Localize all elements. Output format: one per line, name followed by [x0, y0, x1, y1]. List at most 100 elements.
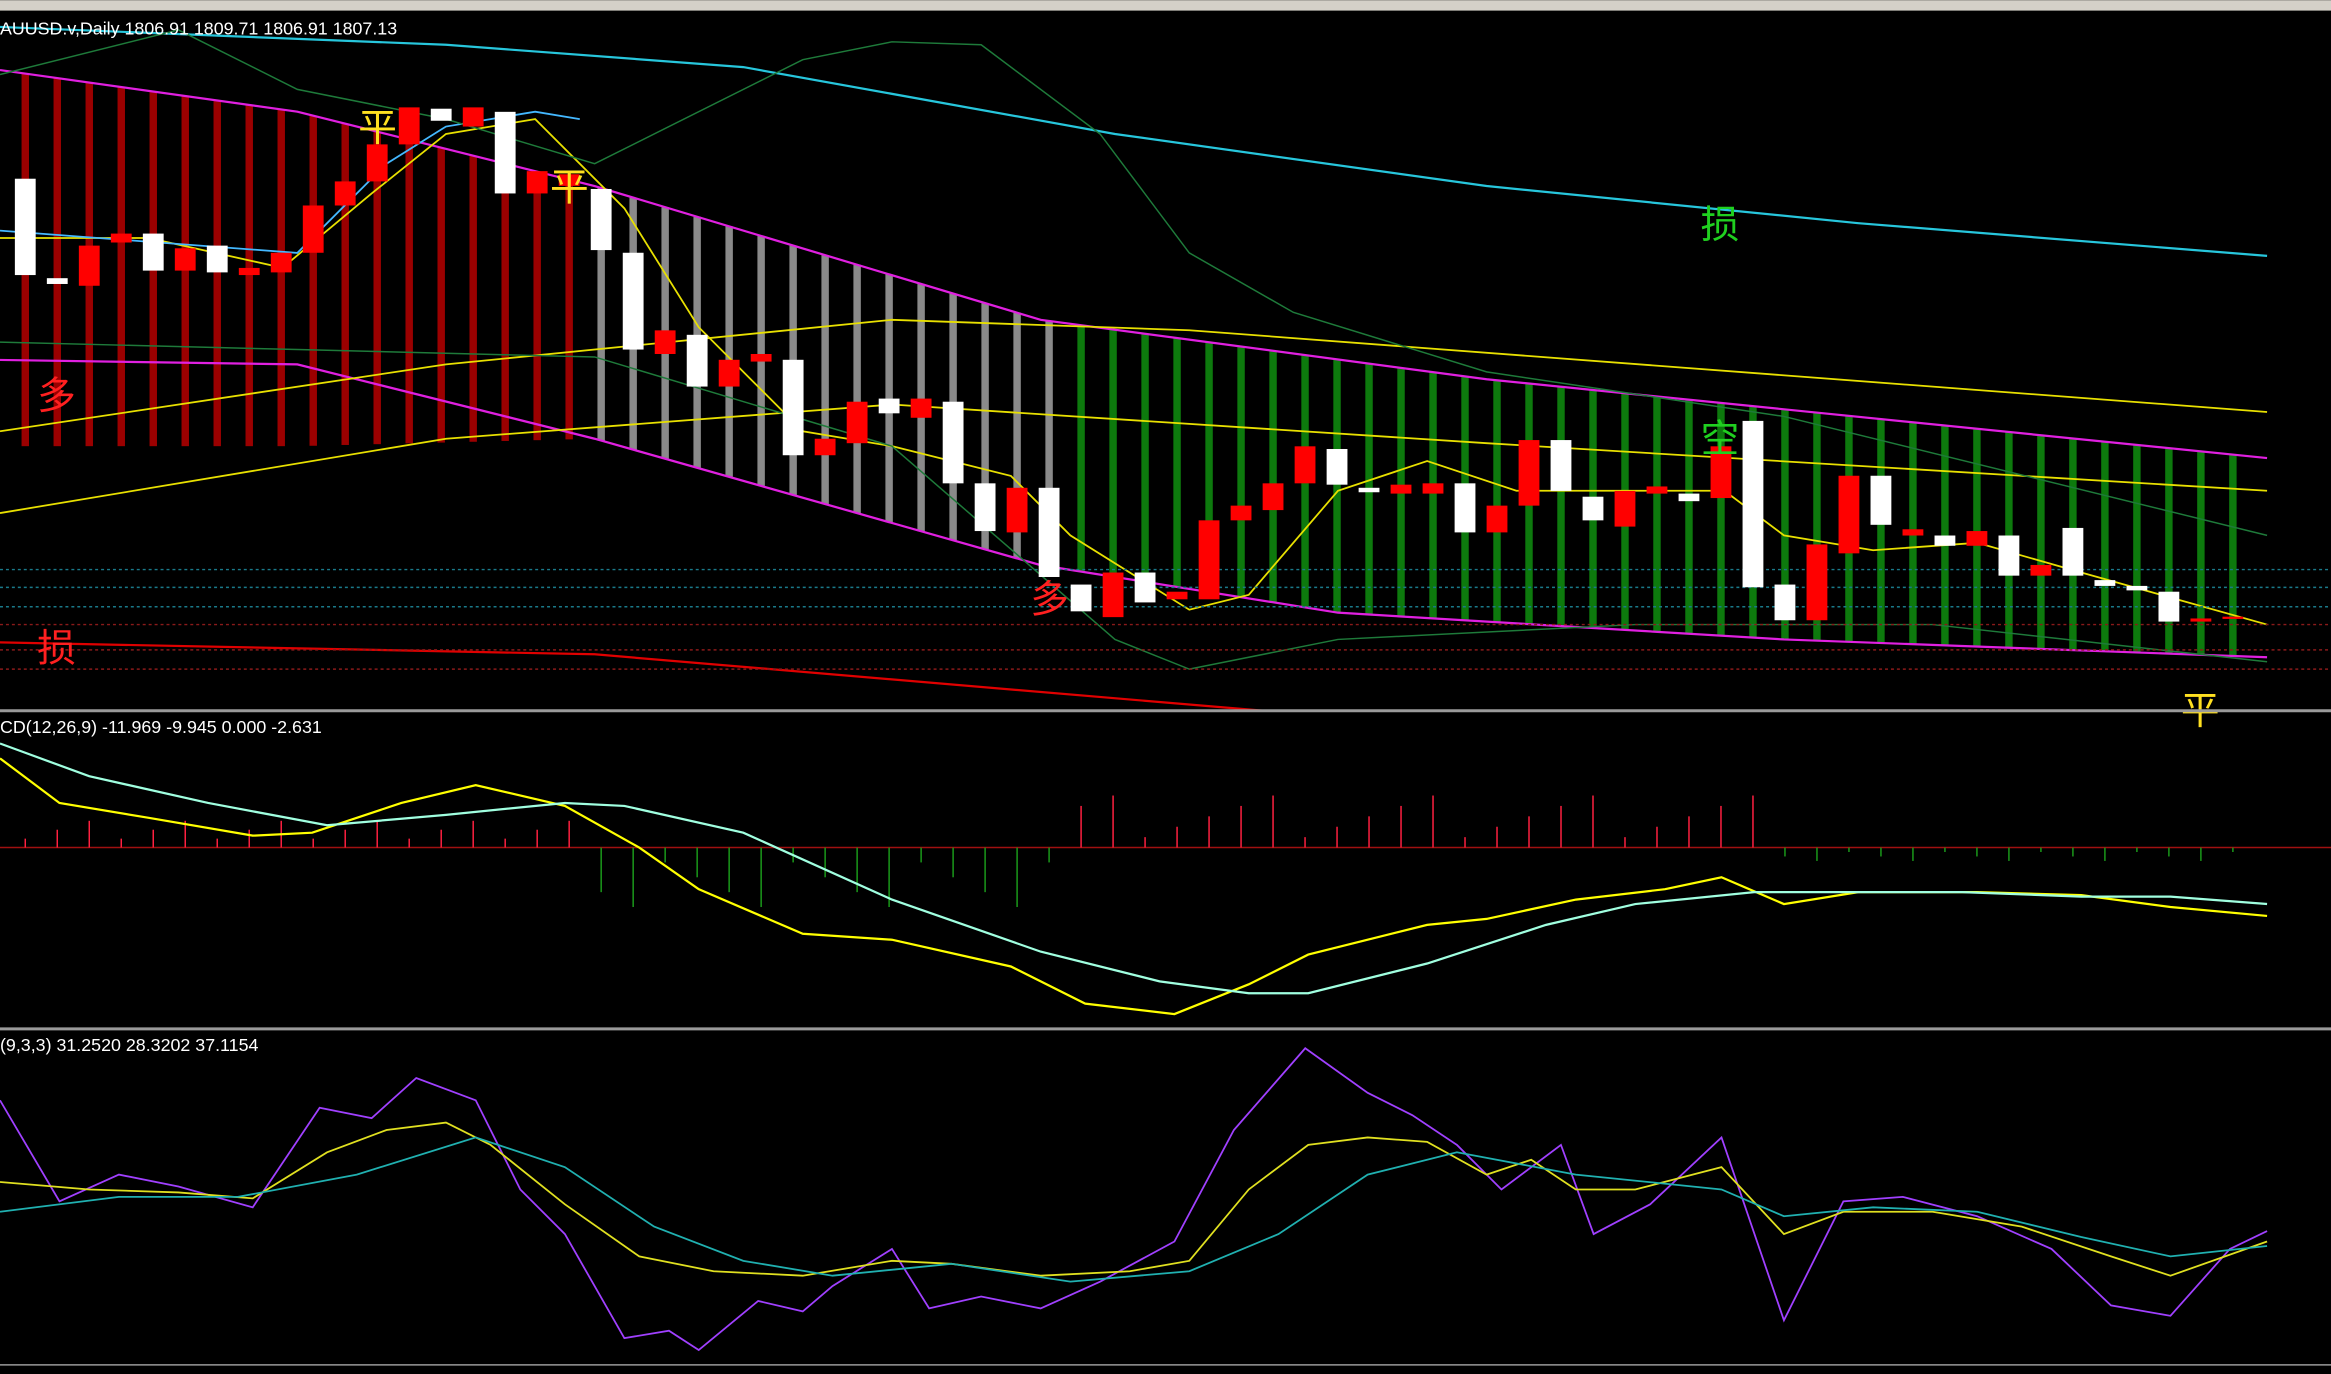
candle-body	[1262, 483, 1284, 511]
trend-bar	[213, 100, 221, 447]
level-lines	[0, 568, 2331, 670]
trend-bar	[2197, 451, 2205, 655]
trend-bar	[1141, 333, 1149, 582]
candle-body	[1582, 496, 1604, 521]
candle-body	[622, 252, 644, 350]
d-line	[0, 1136, 2268, 1283]
candle-body	[110, 233, 132, 243]
k-line	[0, 1121, 2268, 1277]
candle-body	[1102, 572, 1124, 618]
candle-body	[366, 144, 388, 182]
candle-body	[942, 401, 964, 484]
trend-bar	[1429, 372, 1437, 619]
candle-body	[846, 401, 868, 444]
trend-bar	[1013, 312, 1021, 559]
trend-bar	[981, 303, 989, 550]
candle-body	[430, 108, 452, 121]
trend-bar	[1045, 320, 1053, 567]
candle-body	[1678, 493, 1700, 502]
candle-body	[782, 359, 804, 456]
candle-body	[526, 171, 548, 194]
signal-label: 损	[1701, 204, 1740, 247]
trend-bar	[1877, 419, 1885, 644]
trend-bar	[1685, 399, 1693, 634]
trend-bar	[853, 264, 861, 514]
signal-label: 多	[37, 375, 76, 418]
candle-body	[270, 252, 292, 273]
candle-body	[654, 330, 676, 354]
trend-bar	[117, 87, 125, 447]
trend-bar	[373, 131, 381, 445]
trend-bar	[725, 226, 733, 477]
trend-bar	[245, 104, 253, 447]
candle-body	[1966, 531, 1988, 546]
trend-bar	[2133, 444, 2141, 653]
candle-body	[1166, 591, 1188, 600]
candle-body	[878, 398, 900, 414]
candle-body	[494, 111, 516, 194]
candle-body	[1550, 440, 1572, 491]
kdj-header: (9,3,3) 31.2520 28.3202 37.1154	[0, 1035, 258, 1055]
candle-body	[1198, 520, 1220, 600]
candle-body	[1838, 475, 1860, 554]
candle-body	[2126, 585, 2148, 591]
trend-bar	[1109, 329, 1117, 577]
bollinger-upper	[0, 29, 2268, 537]
trend-bar	[565, 179, 573, 440]
candle-body	[206, 245, 228, 273]
trend-bar	[885, 274, 893, 523]
main-header: AUUSD.v,Daily 1806.91 1809.71 1806.91 18…	[0, 18, 397, 38]
upper-channel	[0, 68, 2268, 460]
candle-body	[334, 181, 356, 206]
trend-bar	[1493, 380, 1501, 623]
candle-body	[1358, 487, 1380, 493]
trend-bar	[501, 163, 509, 441]
candle-body	[398, 107, 420, 145]
trend-bar	[1237, 346, 1245, 598]
toolbar-strip	[0, 0, 2331, 11]
candle-body	[1774, 584, 1796, 621]
signal-label: 平	[550, 167, 589, 210]
candle-body	[1038, 487, 1060, 577]
j-line	[0, 1047, 2268, 1352]
long-ma-line	[0, 25, 2268, 257]
signal-label: 空	[1701, 418, 1740, 461]
trend-bar	[821, 255, 829, 505]
trend-bar	[1557, 386, 1565, 627]
trend-bar	[53, 78, 61, 447]
trend-bar	[341, 123, 349, 445]
trend-bar	[1077, 325, 1085, 572]
candle-body	[910, 398, 932, 418]
trend-bar	[1333, 359, 1341, 613]
candle-body	[590, 188, 612, 251]
candle-body	[302, 205, 324, 253]
candle-body	[1134, 572, 1156, 603]
candle-body	[1742, 420, 1764, 588]
trend-bar	[181, 95, 189, 447]
trend-bar	[2037, 435, 2045, 649]
signal-label: 平	[358, 107, 397, 150]
candle-body	[1518, 440, 1540, 506]
trend-bar	[2229, 454, 2237, 657]
candle-body	[174, 248, 196, 271]
candle-body	[1326, 448, 1348, 485]
trend-bar	[437, 147, 445, 443]
trend-bar	[309, 115, 317, 446]
trend-bar	[1269, 350, 1277, 603]
trend-bar	[1941, 425, 1949, 646]
candle-body	[1294, 446, 1316, 484]
trend-bar	[533, 171, 541, 441]
candle-body	[1998, 535, 2020, 576]
candle-body	[718, 359, 740, 387]
trend-bar	[1205, 342, 1213, 593]
candle-body	[2222, 616, 2244, 619]
trend-bar	[1781, 409, 1789, 640]
yellow-channel-upper	[0, 318, 2268, 433]
candle-body	[14, 178, 36, 276]
trend-bar	[405, 139, 413, 444]
candle-body	[1902, 529, 1924, 536]
trend-bar	[1173, 338, 1181, 587]
trend-bar	[1813, 412, 1821, 641]
